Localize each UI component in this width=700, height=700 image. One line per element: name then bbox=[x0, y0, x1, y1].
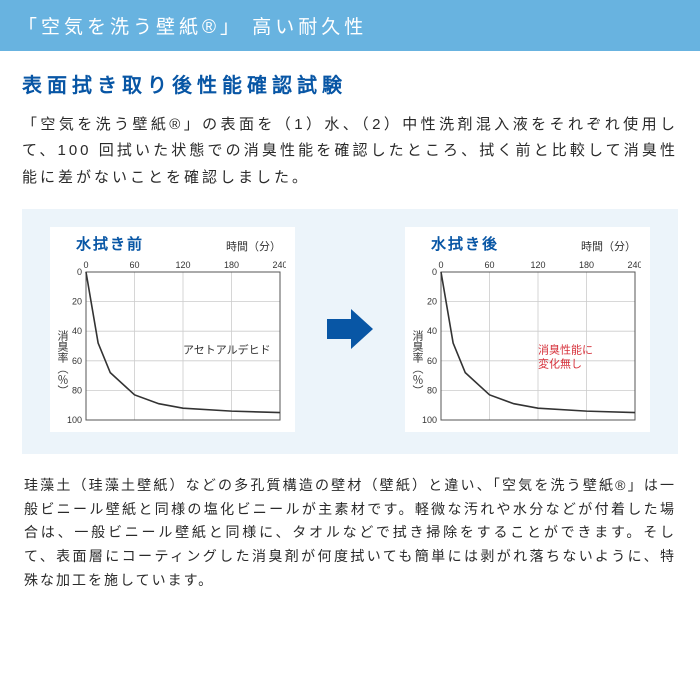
svg-text:80: 80 bbox=[427, 385, 437, 395]
chart-after-xlabel: 時間（分） bbox=[581, 238, 636, 254]
svg-text:240: 240 bbox=[272, 260, 286, 270]
chart-after-title: 水拭き後 bbox=[431, 233, 499, 254]
svg-text:100: 100 bbox=[67, 415, 82, 425]
arrow-icon bbox=[327, 307, 373, 351]
svg-text:60: 60 bbox=[129, 260, 139, 270]
header-banner: 「空気を洗う壁紙®」 高い耐久性 bbox=[0, 0, 700, 51]
svg-text:40: 40 bbox=[427, 326, 437, 336]
intro-paragraph: 「空気を洗う壁紙®」の表面を（1）水、（2）中性洗剤混入液をそれぞれ使用して、1… bbox=[22, 112, 678, 191]
chart-after-panel: 水拭き後 時間（分） 消臭率（％） 0 60 120 180 240 0 20 40 60 80 1… bbox=[405, 227, 650, 432]
svg-text:180: 180 bbox=[579, 260, 594, 270]
svg-text:100: 100 bbox=[422, 415, 437, 425]
svg-text:240: 240 bbox=[627, 260, 641, 270]
svg-text:60: 60 bbox=[72, 356, 82, 366]
svg-text:変化無し: 変化無し bbox=[538, 356, 582, 370]
svg-text:180: 180 bbox=[224, 260, 239, 270]
chart-after-ylabel: 消臭率（％） bbox=[409, 330, 425, 396]
header-title: 「空気を洗う壁紙®」 高い耐久性 bbox=[18, 17, 367, 38]
svg-text:60: 60 bbox=[427, 356, 437, 366]
svg-text:アセトアルデヒド: アセトアルデヒド bbox=[183, 342, 271, 356]
charts-container: 水拭き前 時間（分） 消臭率（％） 0 60 120 180 240 0 20 40 60 80 1… bbox=[22, 209, 678, 454]
chart-before-ylabel: 消臭率（％） bbox=[54, 330, 70, 396]
chart-after-svg: 0 60 120 180 240 0 20 40 60 80 100 消臭性能に変化無し bbox=[411, 256, 641, 426]
svg-text:120: 120 bbox=[530, 260, 545, 270]
svg-text:0: 0 bbox=[432, 267, 437, 277]
svg-text:0: 0 bbox=[83, 260, 88, 270]
footer-paragraph: 珪藻土（珪藻土壁紙）などの多孔質構造の壁材（壁紙）と違い、「空気を洗う壁紙®」は… bbox=[22, 474, 678, 593]
chart-before-svg: 0 60 120 180 240 0 20 40 60 80 100 アセトアルデヒド bbox=[56, 256, 286, 426]
svg-text:0: 0 bbox=[77, 267, 82, 277]
chart-before-panel: 水拭き前 時間（分） 消臭率（％） 0 60 120 180 240 0 20 40 60 80 1… bbox=[50, 227, 295, 432]
svg-text:0: 0 bbox=[438, 260, 443, 270]
svg-text:120: 120 bbox=[175, 260, 190, 270]
svg-text:60: 60 bbox=[484, 260, 494, 270]
svg-text:80: 80 bbox=[72, 385, 82, 395]
chart-before-xlabel: 時間（分） bbox=[226, 238, 281, 254]
svg-text:20: 20 bbox=[427, 296, 437, 306]
main-content: 表面拭き取り後性能確認試験 「空気を洗う壁紙®」の表面を（1）水、（2）中性洗剤… bbox=[0, 51, 700, 603]
svg-text:消臭性能に: 消臭性能に bbox=[538, 342, 593, 356]
chart-before-title: 水拭き前 bbox=[76, 233, 144, 254]
svg-text:20: 20 bbox=[72, 296, 82, 306]
svg-text:40: 40 bbox=[72, 326, 82, 336]
section-title: 表面拭き取り後性能確認試験 bbox=[22, 69, 678, 98]
